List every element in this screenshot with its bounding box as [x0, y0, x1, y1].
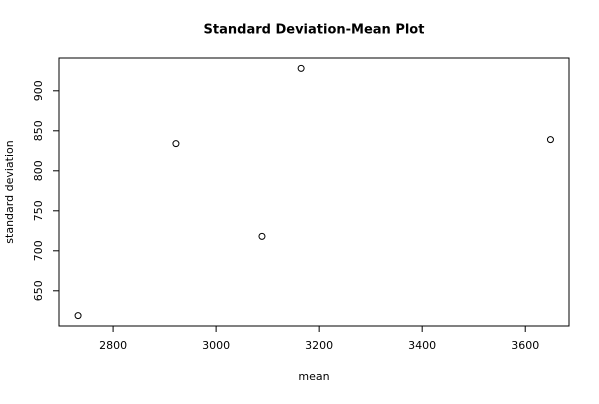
chart-title: Standard Deviation-Mean Plot — [204, 23, 425, 38]
y-tick-label: 750 — [32, 200, 45, 221]
point — [172, 140, 180, 148]
x-tick-label: 3600 — [511, 339, 539, 352]
plot-frame — [58, 57, 570, 327]
point — [546, 136, 554, 144]
x-axis-label: mean — [298, 370, 329, 383]
x-tick-label: 3400 — [408, 339, 436, 352]
y-tick-label: 800 — [32, 160, 45, 181]
point — [297, 64, 305, 72]
x-tick-label: 3000 — [202, 339, 230, 352]
y-tick-label: 700 — [32, 240, 45, 261]
y-tick-label: 850 — [32, 120, 45, 141]
y-tick-label: 650 — [32, 280, 45, 301]
point — [258, 232, 266, 240]
y-axis-label: standard deviation — [3, 140, 16, 243]
x-tick-label: 3200 — [305, 339, 333, 352]
point — [74, 312, 82, 320]
y-tick-label: 900 — [32, 80, 45, 101]
x-tick-label: 2800 — [99, 339, 127, 352]
